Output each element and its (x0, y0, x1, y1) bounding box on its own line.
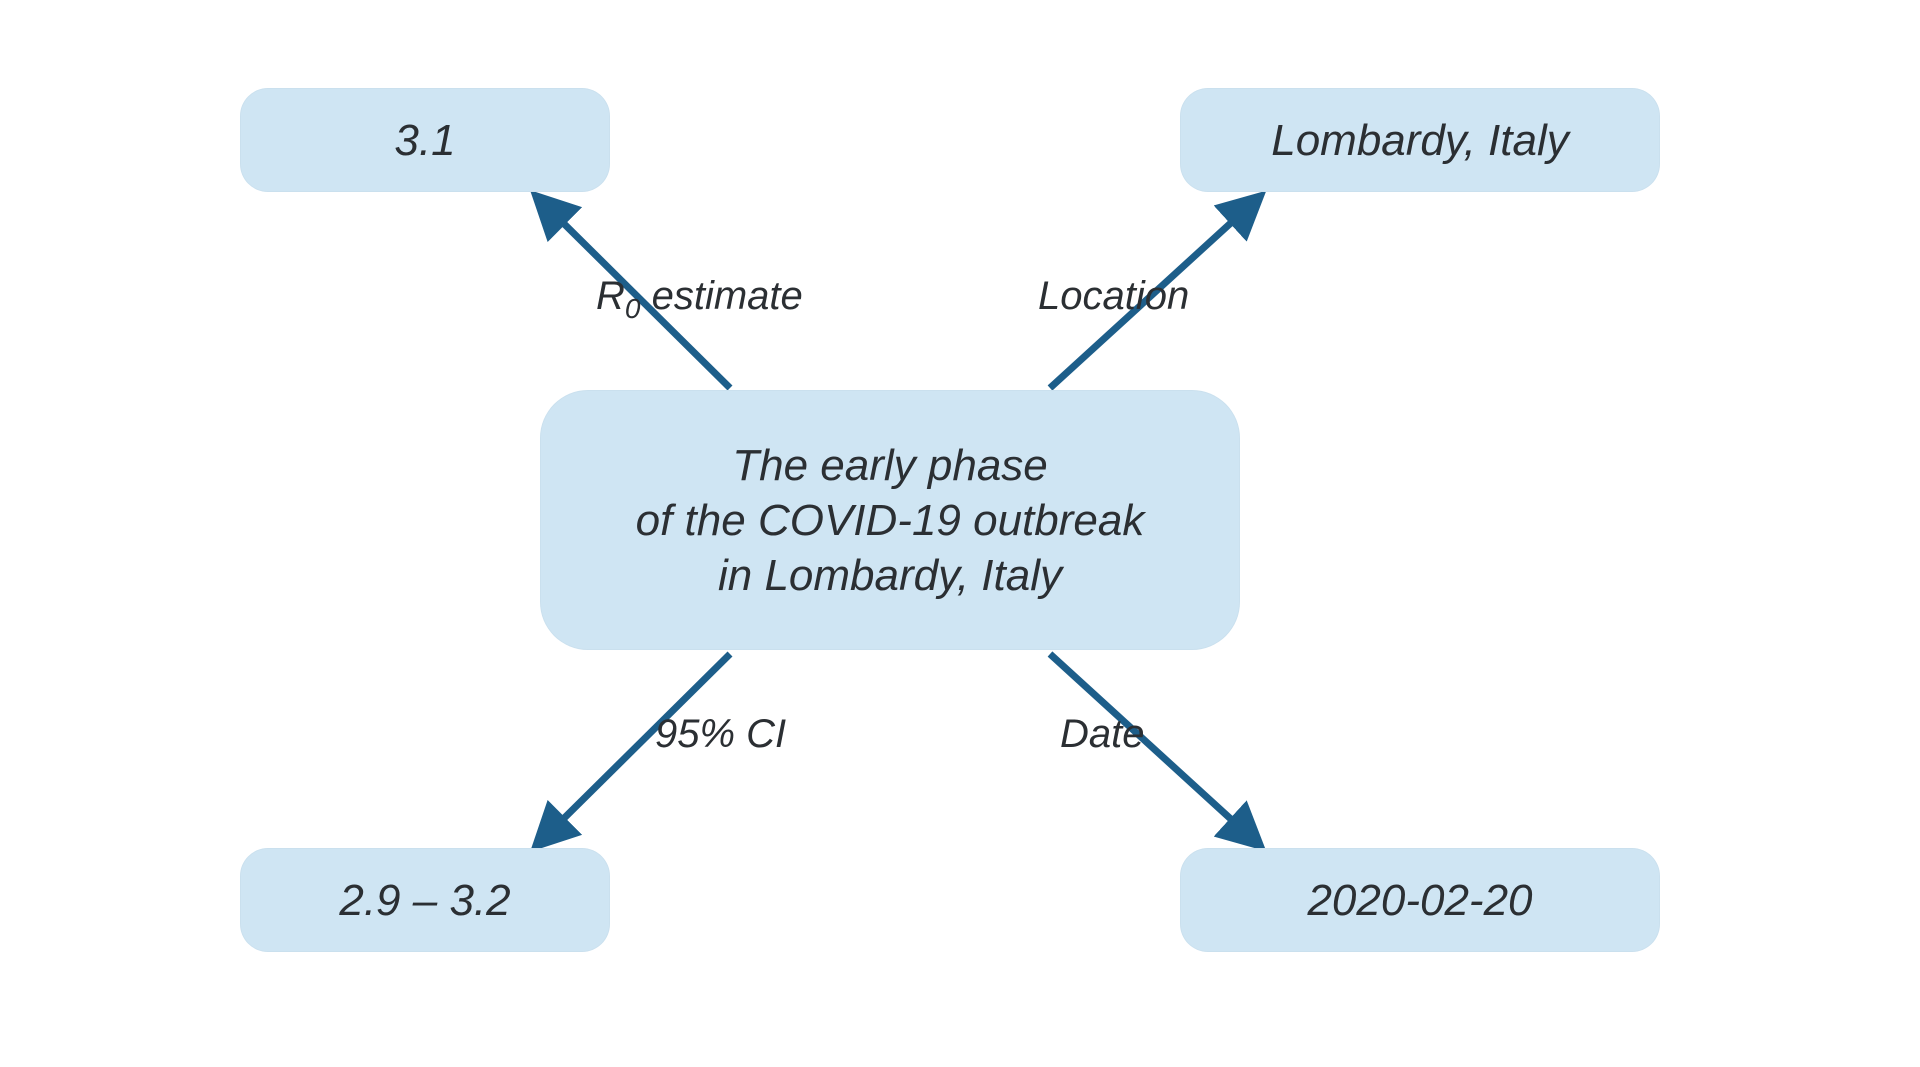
edge-label-ci: 95% CI (655, 712, 786, 757)
center-node: The early phase of the COVID-19 outbreak… (540, 390, 1240, 650)
node-location-value: Lombardy, Italy (1241, 103, 1599, 178)
node-date-value: 2020-02-20 (1277, 863, 1562, 938)
node-date: 2020-02-20 (1180, 848, 1660, 952)
center-line-2: of the COVID-19 outbreak (636, 493, 1145, 548)
edge-label-r0: R0 estimate (596, 274, 803, 325)
edge-label-date: Date (1060, 712, 1145, 757)
node-ci-value: 2.9 – 3.2 (309, 863, 540, 938)
edge-label-location: Location (1038, 274, 1189, 319)
node-r0-estimate: 3.1 (240, 88, 610, 192)
node-r0-value: 3.1 (364, 103, 485, 178)
node-ci: 2.9 – 3.2 (240, 848, 610, 952)
center-line-3: in Lombardy, Italy (636, 548, 1145, 603)
node-location: Lombardy, Italy (1180, 88, 1660, 192)
center-line-1: The early phase (636, 438, 1145, 493)
